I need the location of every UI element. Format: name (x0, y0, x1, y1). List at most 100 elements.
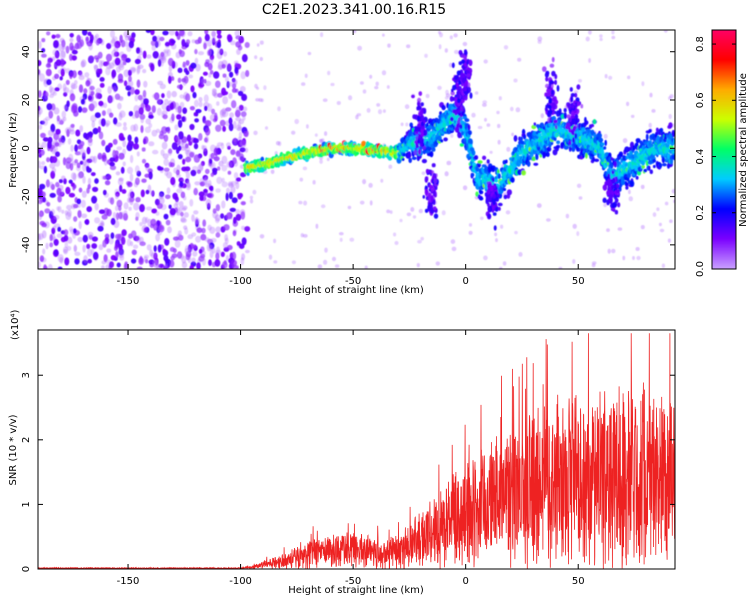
spectrogram-cell (456, 98, 461, 104)
spectrogram-cell (109, 261, 114, 268)
colorbar-cell (712, 204, 736, 206)
spectrogram-cell (417, 123, 421, 128)
colorbar-cell (712, 181, 736, 183)
spectrogram-cell (661, 263, 666, 268)
spectrogram-cell (349, 237, 355, 242)
spectrogram-cell (652, 158, 656, 163)
spectrogram-cell (106, 208, 112, 217)
spectrogram-cell (146, 105, 151, 112)
spectrogram-cell (208, 259, 212, 266)
colorbar-cell (712, 49, 736, 51)
spectrogram-cell (249, 198, 254, 204)
spectrogram-cell (190, 85, 195, 93)
spectrogram-cell (148, 114, 154, 119)
spectrogram-cell (135, 235, 141, 243)
spectrogram-cell (43, 265, 48, 269)
spectrogram-cell (194, 57, 199, 65)
spectrogram-cell (424, 189, 429, 196)
colorbar-cell (712, 121, 736, 123)
spectrogram-cell (176, 114, 182, 120)
spectrogram-cell (594, 158, 600, 162)
spectrogram-cell (568, 145, 572, 152)
snr-x-tick-label: -50 (345, 576, 361, 587)
spectrogram-cell (177, 154, 183, 160)
colorbar-cell (712, 251, 736, 253)
spectrogram-cell (576, 147, 581, 152)
colorbar-cell (712, 212, 736, 214)
spectrogram-cell (240, 140, 247, 148)
spectrogram-cell (83, 132, 88, 139)
spectrogram-cell (220, 251, 225, 257)
spectrogram-cell (155, 128, 161, 133)
spectrogram-cell (303, 200, 308, 206)
spectrogram-cell (91, 100, 98, 109)
spectrogram-cell (327, 70, 331, 76)
spectrogram-cell (214, 112, 218, 120)
spectrogram-cell (179, 101, 185, 109)
spectrogram-cell (166, 126, 171, 134)
spectrogram-cell (234, 79, 238, 85)
spectrogram-cell (69, 33, 74, 38)
spectrogram-cell (446, 160, 452, 166)
spectrogram-cell (157, 97, 162, 105)
snr-line (38, 333, 675, 569)
spectrogram-cell (145, 30, 151, 33)
spectrogram-cell (608, 156, 612, 163)
spectrogram-cell (566, 122, 571, 128)
spectrogram-cell (226, 81, 233, 87)
spectrogram-cell (444, 96, 449, 100)
spectrogram-cell (273, 238, 277, 244)
spectrogram-cell (56, 187, 62, 196)
spectrogram-cell (238, 243, 245, 249)
spectrogram-cell (606, 228, 610, 233)
spectrogram-cell (109, 112, 114, 118)
spectrogram-cell (563, 112, 567, 119)
spectrogram-cell (86, 187, 90, 194)
spectrogram-cell (636, 255, 641, 261)
spectrogram-cell (464, 95, 468, 101)
snr-x-tick-label: 50 (572, 576, 585, 587)
spectrogram-cell (41, 53, 47, 58)
colorbar-cell (712, 50, 736, 52)
spectrogram-cell (458, 80, 461, 86)
spectrogram-cell (228, 93, 233, 99)
spectrogram-cell (606, 190, 611, 196)
spectrogram-cell (577, 123, 581, 129)
spectrogram-cell (210, 237, 217, 243)
spectrogram-cell (177, 230, 182, 236)
spectrogram-cell (203, 40, 208, 49)
spectrogram-cell (615, 189, 620, 193)
spectrogram-cell (576, 109, 580, 114)
spectrogram-cell (151, 105, 156, 113)
spectrogram-cell (80, 199, 86, 208)
spectrogram-cell (553, 119, 558, 124)
spectrogram-cell (518, 252, 523, 257)
spectrogram-cell (118, 152, 125, 160)
spectrogram-cell (77, 106, 83, 113)
spectrogram-y-tick-label: -40 (21, 237, 32, 253)
spectrogram-cell (165, 219, 171, 226)
spectrogram-cell (93, 35, 98, 44)
spectrogram-cell (46, 202, 51, 207)
spectrogram-cell (549, 63, 555, 68)
spectrogram-cell (163, 213, 169, 220)
spectrogram-cell (134, 58, 141, 65)
spectrogram-cell (667, 238, 672, 243)
colorbar-cell (712, 60, 736, 62)
spectrogram-cell (369, 200, 373, 206)
spectrogram-cell (46, 79, 52, 86)
spectrogram-cell (324, 131, 328, 136)
spectrogram-cell (273, 260, 278, 264)
spectrogram-cell (169, 208, 176, 216)
spectrogram-cell (229, 207, 236, 212)
spectrogram-cell (40, 191, 46, 198)
colorbar-cell (712, 72, 736, 74)
spectrogram-cell (456, 70, 462, 76)
spectrogram-cell (174, 239, 181, 248)
spectrogram-cell (468, 230, 473, 235)
spectrogram-cell (483, 59, 488, 64)
spectrogram-cell (568, 126, 572, 133)
spectrogram-cell (217, 166, 221, 171)
spectrogram-cell (182, 61, 186, 68)
spectrogram-cell (155, 233, 161, 242)
